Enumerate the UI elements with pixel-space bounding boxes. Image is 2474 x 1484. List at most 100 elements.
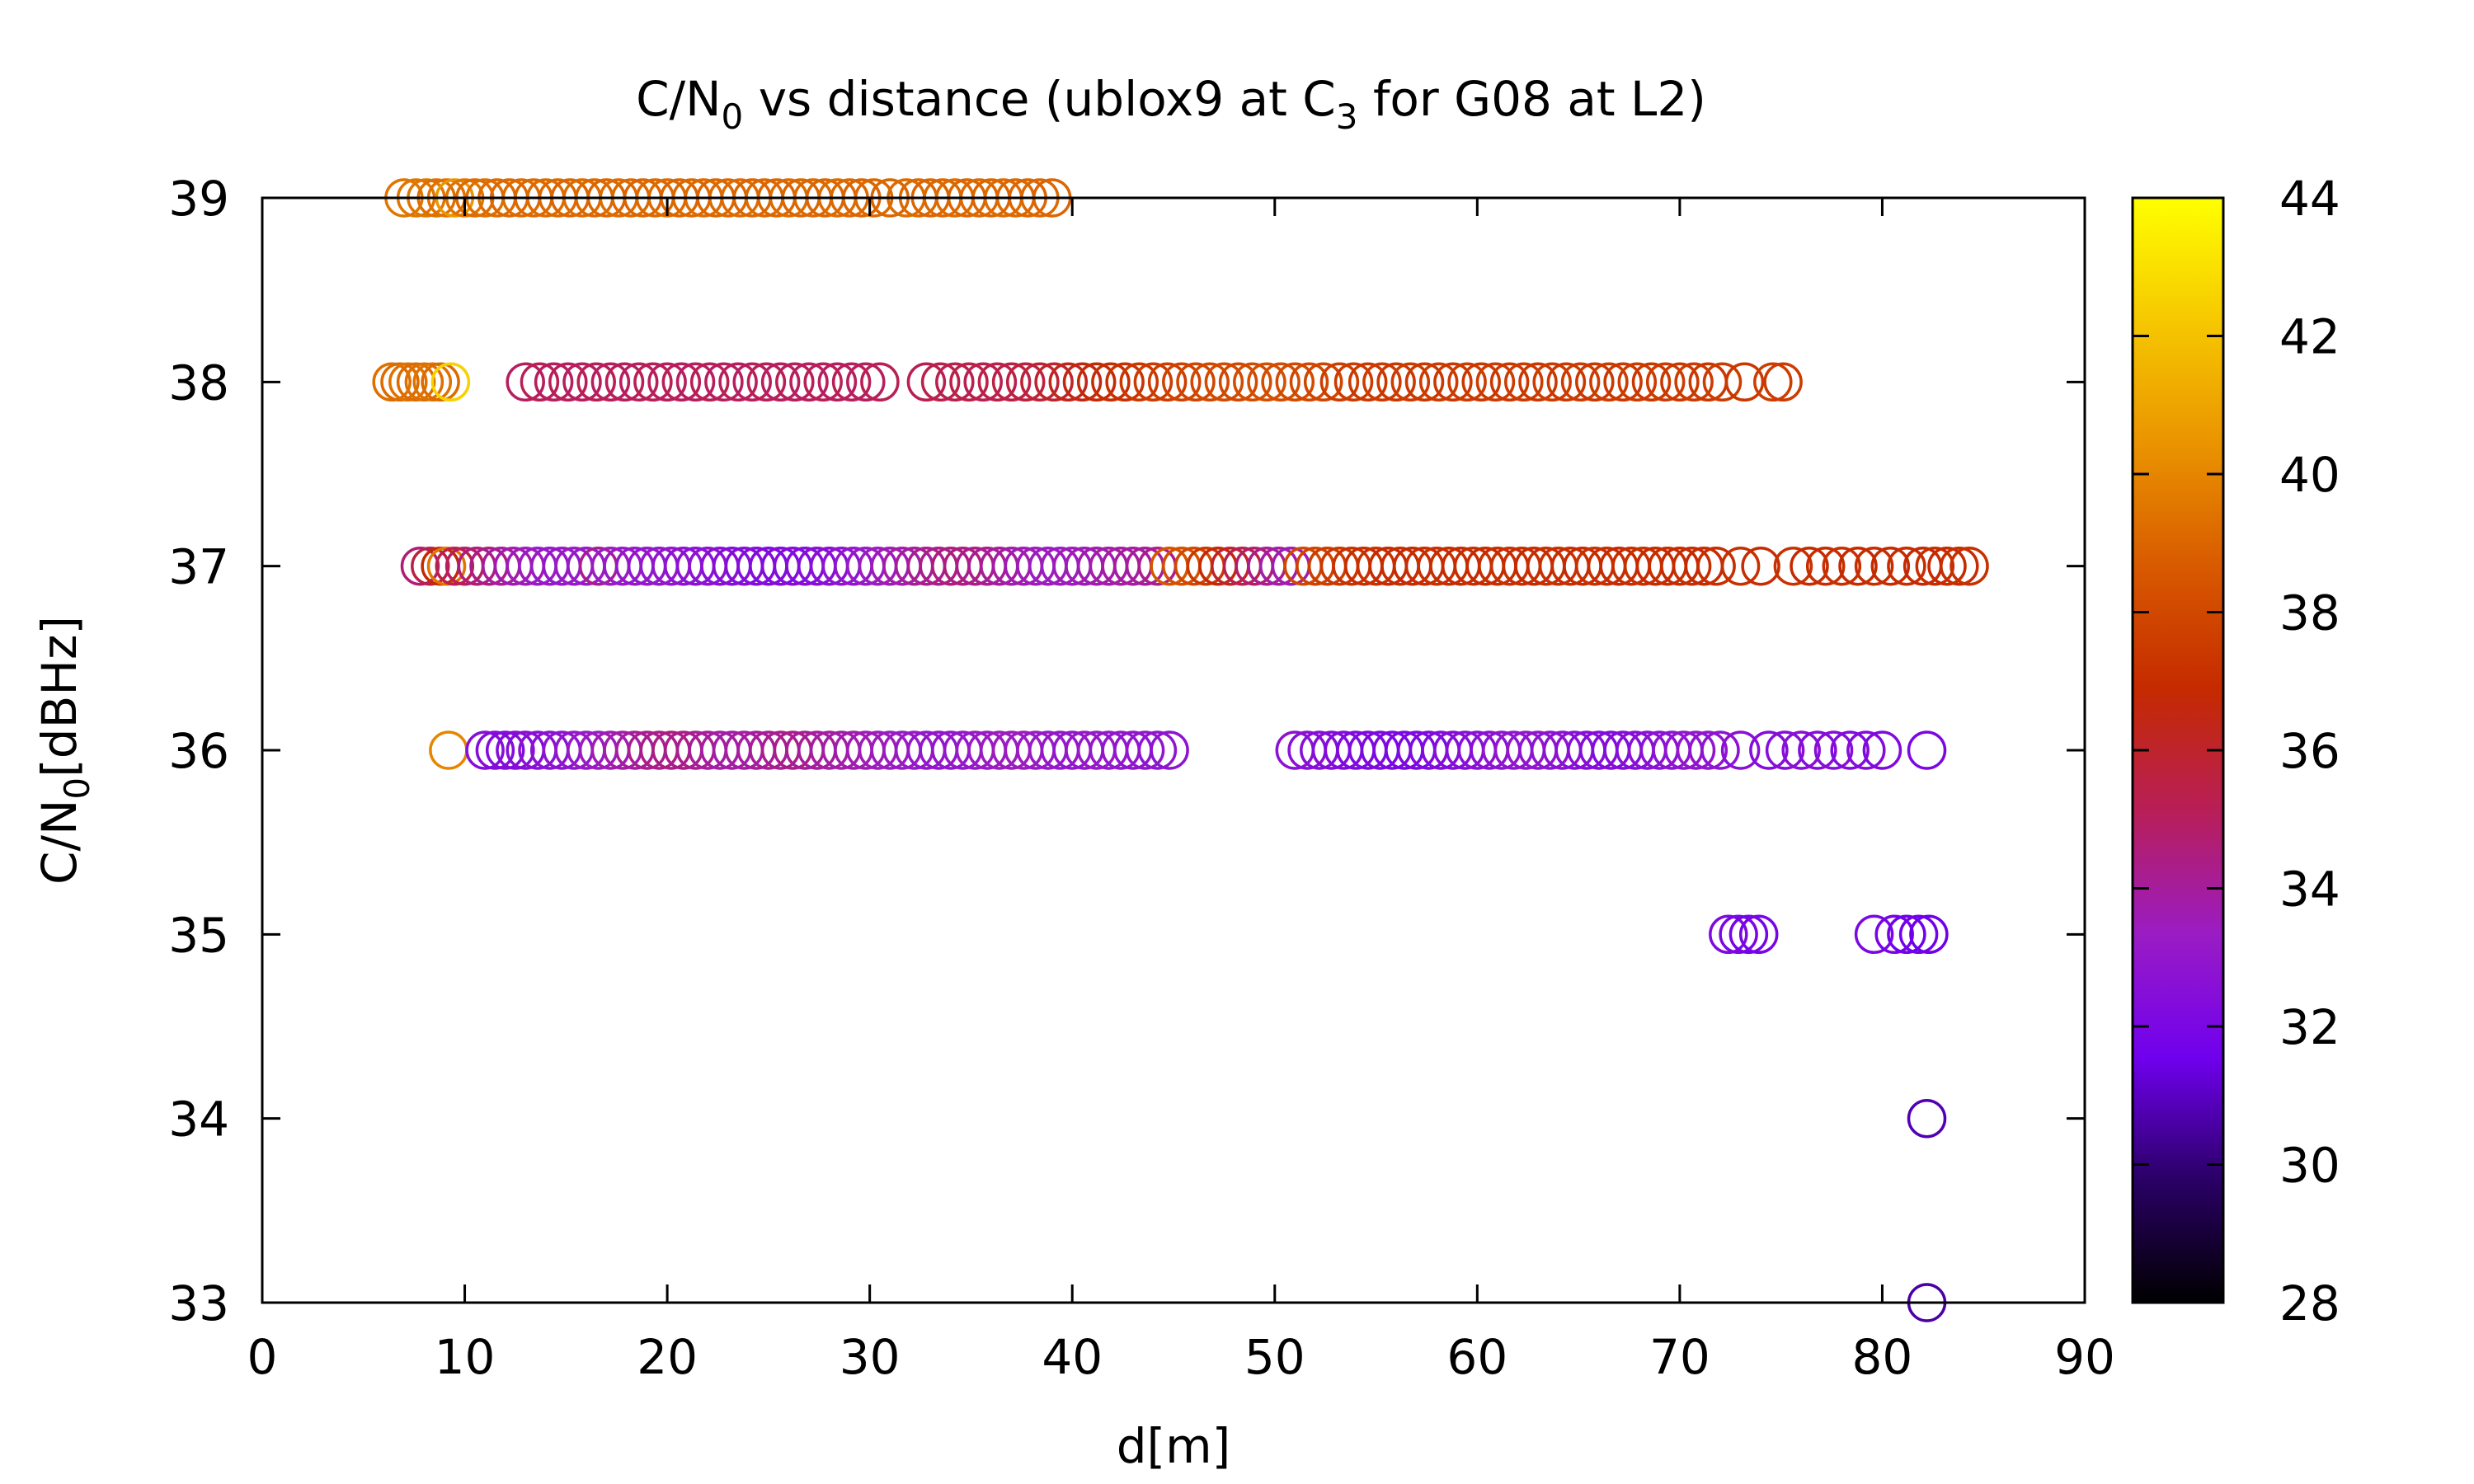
data-point <box>1447 362 1487 402</box>
data-point <box>576 362 616 402</box>
data-point <box>1805 546 1846 586</box>
data-point <box>1927 546 1967 586</box>
data-point <box>1091 362 1131 402</box>
data-point <box>1753 362 1793 402</box>
data-point <box>1874 914 1914 955</box>
data-point <box>388 362 428 402</box>
data-point <box>429 730 468 770</box>
data-point <box>1738 914 1779 955</box>
data-point <box>1720 546 1761 586</box>
y-tick-label: 36 <box>168 723 229 779</box>
data-point <box>506 362 545 402</box>
data-point <box>1887 914 1926 955</box>
data-point <box>1475 362 1516 402</box>
data-point <box>1720 730 1761 770</box>
data-point <box>991 362 1032 402</box>
x-tick-label: 60 <box>1446 1329 1507 1385</box>
data-point <box>1125 730 1165 770</box>
data-point <box>1147 362 1188 402</box>
colorbar-tick-label: 32 <box>2279 999 2340 1055</box>
data-point <box>1589 362 1629 402</box>
data-point <box>831 362 872 402</box>
colorbar-axis: 28 30 32 34 36 38 40 42 44 <box>2133 171 2340 1331</box>
data-point <box>380 362 420 402</box>
data-point <box>1005 362 1046 402</box>
y-axis-title: C/N0[dBHz] <box>31 616 97 885</box>
data-point <box>1940 546 1979 586</box>
y-tick-label: 37 <box>168 539 229 595</box>
data-point <box>732 362 772 402</box>
chart-title: C/N0 vs distance (ublox9 at C3 for G08 a… <box>636 71 1706 137</box>
data-point <box>1461 362 1501 402</box>
data-point <box>1333 362 1374 402</box>
data-point <box>1137 730 1178 770</box>
data-point <box>475 730 515 770</box>
data-point <box>618 362 659 402</box>
data-point <box>520 362 560 402</box>
data-point <box>1781 730 1821 770</box>
data-point <box>1749 730 1789 770</box>
x-tick-label: 20 <box>637 1329 698 1385</box>
data-point <box>789 362 829 402</box>
data-point <box>1907 1098 1947 1139</box>
data-point <box>935 362 975 402</box>
data-point <box>1846 730 1886 770</box>
data-point <box>1907 730 1947 770</box>
data-point <box>426 546 467 586</box>
data-point <box>590 362 631 402</box>
data-point <box>1133 362 1174 402</box>
data-point <box>1204 362 1244 402</box>
data-point <box>1261 362 1300 402</box>
data-point <box>1631 362 1672 402</box>
data-point <box>1854 546 1894 586</box>
colorbar-tick-label: 34 <box>2279 862 2340 918</box>
data-point <box>803 362 843 402</box>
data-point <box>411 546 450 586</box>
data-point <box>906 362 947 402</box>
x-tick-label: 10 <box>435 1329 496 1385</box>
data-point <box>1617 362 1658 402</box>
data-point <box>1233 362 1272 402</box>
data-point <box>1518 362 1558 402</box>
data-point <box>1303 362 1343 402</box>
data-point <box>1532 362 1572 402</box>
data-point <box>775 362 815 402</box>
data-point <box>1150 730 1189 770</box>
data-points <box>372 178 1989 1322</box>
data-point <box>977 362 1018 402</box>
data-point <box>1218 362 1258 402</box>
data-point <box>1247 362 1286 402</box>
y-tick-label: 38 <box>168 355 229 411</box>
data-point <box>1034 362 1074 402</box>
data-point <box>633 362 673 402</box>
data-point <box>1418 362 1459 402</box>
data-point <box>1773 546 1813 586</box>
x-tick-label: 90 <box>2054 1329 2115 1385</box>
x-axis: 0 10 20 30 40 50 60 70 80 90 <box>247 198 2115 1385</box>
data-point <box>1724 362 1765 402</box>
data-point <box>1765 730 1805 770</box>
data-point <box>1660 362 1700 402</box>
data-point <box>1105 362 1145 402</box>
data-point <box>1645 362 1686 402</box>
x-tick-label: 50 <box>1244 1329 1305 1385</box>
data-point <box>704 362 744 402</box>
y-tick-label: 34 <box>168 1092 229 1148</box>
data-point <box>963 362 1003 402</box>
data-point <box>1822 546 1862 586</box>
data-point <box>435 546 475 586</box>
colorbar-tick-label: 28 <box>2279 1275 2340 1331</box>
y-tick-label: 33 <box>168 1275 229 1331</box>
colorbar-tick-label: 44 <box>2279 171 2340 227</box>
data-point <box>718 362 758 402</box>
data-point <box>1076 362 1117 402</box>
data-point <box>1546 362 1587 402</box>
data-point <box>1838 546 1878 586</box>
data-point <box>1560 362 1601 402</box>
y-tick-label: 39 <box>168 171 229 227</box>
data-point <box>1719 914 1758 955</box>
data-point <box>604 362 645 402</box>
data-point <box>1504 362 1544 402</box>
data-point <box>746 362 787 402</box>
data-point <box>920 362 961 402</box>
